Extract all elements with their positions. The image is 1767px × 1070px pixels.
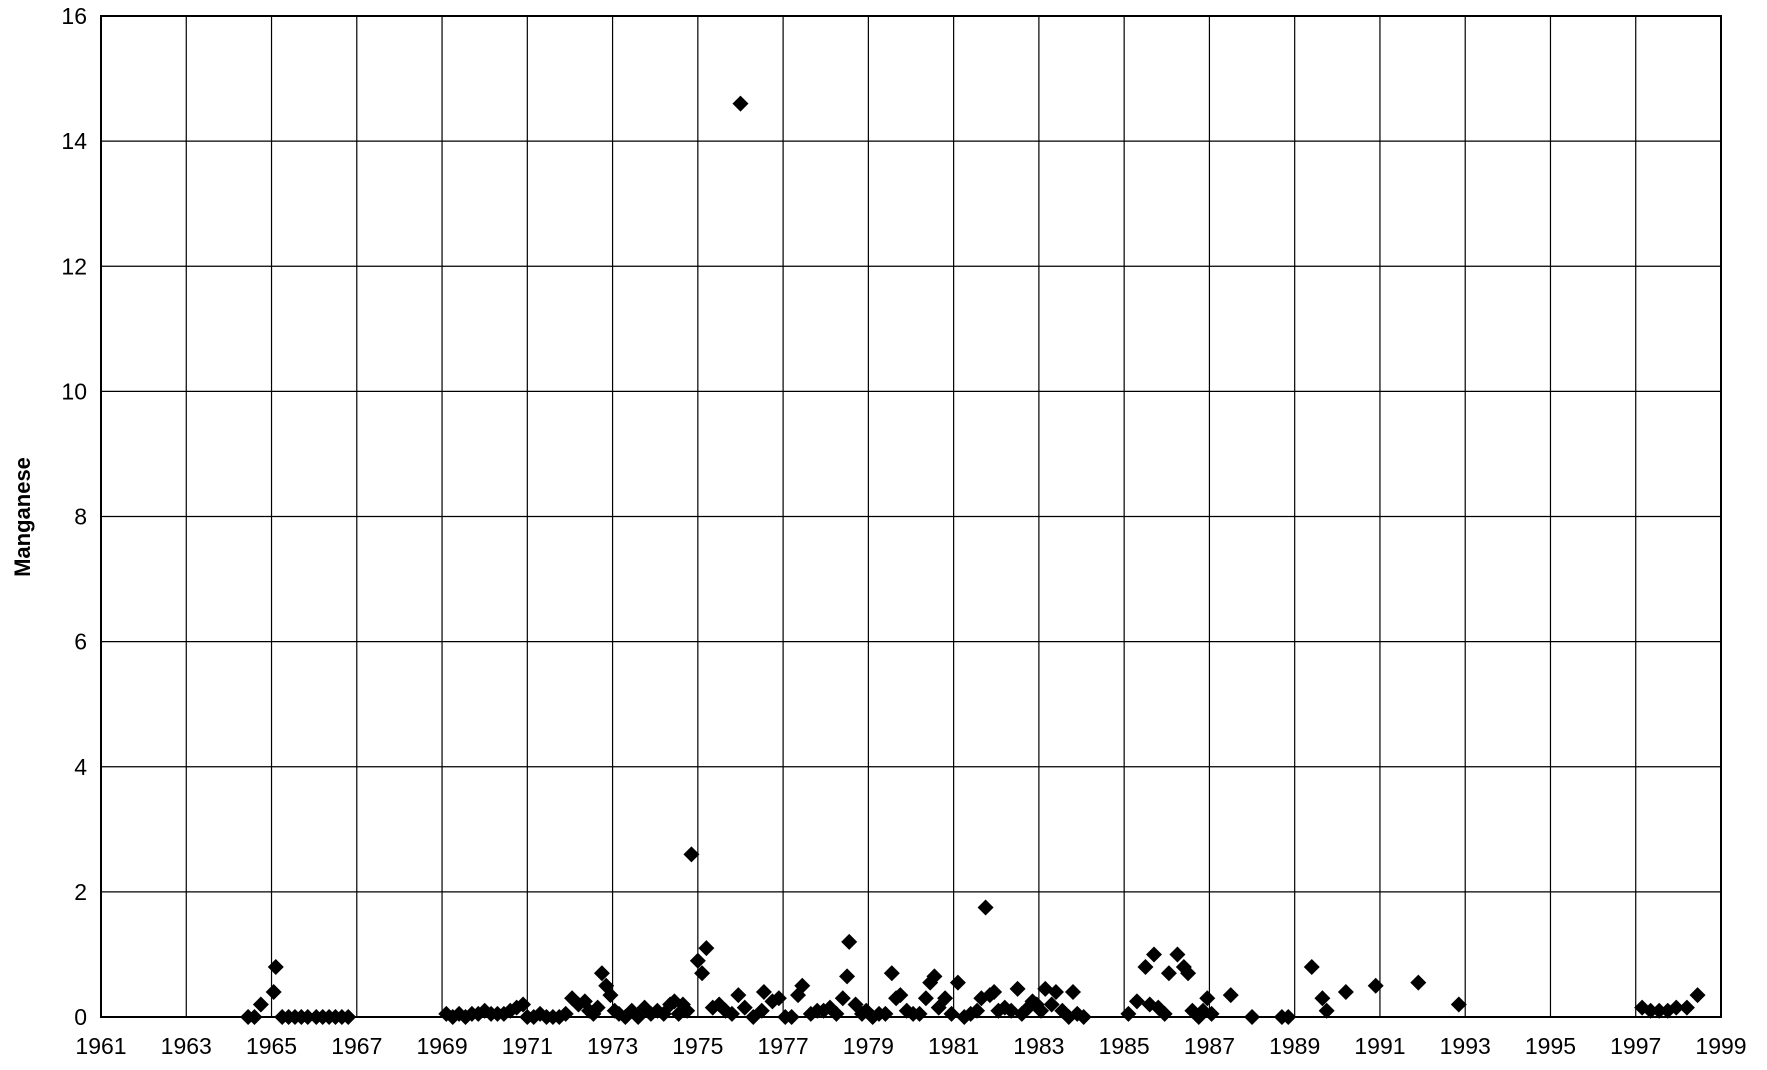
y-tick-label: 12: [61, 253, 87, 279]
x-tick-label: 1967: [331, 1033, 382, 1059]
y-tick-label: 8: [74, 504, 87, 530]
data-point: [926, 968, 943, 985]
y-tick-label: 6: [74, 629, 87, 655]
data-point: [679, 1002, 696, 1019]
data-point: [917, 990, 934, 1007]
data-point: [1337, 983, 1354, 1000]
data-point: [1450, 996, 1467, 1013]
data-point: [265, 983, 282, 1000]
x-tick-label: 1965: [246, 1033, 297, 1059]
x-tick-label: 1963: [161, 1033, 212, 1059]
data-point: [736, 999, 753, 1016]
x-tick-label: 1997: [1610, 1033, 1661, 1059]
data-point: [1410, 974, 1427, 991]
data-point: [1169, 946, 1186, 963]
x-tick-label: 1995: [1525, 1033, 1576, 1059]
x-tick-labels: 1961 1963 1965 1967 1969 1971 1973 1975 1977 1979…: [75, 1033, 1746, 1059]
data-point: [937, 990, 954, 1007]
data-point: [883, 965, 900, 982]
data-point: [502, 1002, 519, 1019]
y-tick-label: 14: [61, 128, 87, 154]
y-tick-label: 0: [74, 1004, 87, 1030]
gridlines: [100, 15, 1722, 1018]
x-tick-label: 1999: [1695, 1033, 1746, 1059]
data-point: [515, 996, 532, 1013]
data-point: [1668, 999, 1685, 1016]
y-axis-title: Manganese: [10, 457, 35, 577]
data-point: [689, 952, 706, 969]
data-point: [602, 987, 619, 1004]
x-tick-label: 1989: [1269, 1033, 1320, 1059]
data-point: [1199, 990, 1216, 1007]
x-tick-label: 1983: [1013, 1033, 1064, 1059]
x-tick-label: 1993: [1440, 1033, 1491, 1059]
data-point: [1180, 965, 1197, 982]
data-points: [240, 95, 1706, 1025]
data-point: [834, 990, 851, 1007]
data-point: [1303, 958, 1320, 975]
data-point: [949, 974, 966, 991]
data-point: [730, 987, 747, 1004]
data-point: [593, 965, 610, 982]
data-point: [698, 940, 715, 957]
x-tick-label: 1981: [928, 1033, 979, 1059]
data-point: [1160, 965, 1177, 982]
data-point: [977, 899, 994, 916]
data-point: [1120, 1005, 1137, 1022]
x-tick-label: 1991: [1354, 1033, 1405, 1059]
data-point: [694, 965, 711, 982]
data-point: [755, 983, 772, 1000]
data-point: [1678, 999, 1695, 1016]
data-point: [683, 846, 700, 863]
data-point: [1033, 1002, 1050, 1019]
data-point: [252, 996, 269, 1013]
x-tick-label: 1985: [1099, 1033, 1150, 1059]
y-tick-label: 2: [74, 879, 87, 905]
data-point: [892, 987, 909, 1004]
data-point: [1642, 1002, 1659, 1019]
x-tick-label: 1979: [843, 1033, 894, 1059]
data-point: [267, 958, 284, 975]
data-point: [1043, 996, 1060, 1013]
y-tick-label: 16: [61, 3, 87, 29]
y-tick-label: 4: [74, 754, 87, 780]
data-point: [1065, 983, 1081, 1000]
data-point: [794, 977, 811, 994]
y-tick-label: 10: [61, 378, 87, 404]
x-tick-label: 1987: [1184, 1033, 1235, 1059]
data-point: [1137, 958, 1154, 975]
data-point: [1146, 946, 1162, 963]
data-point: [1689, 987, 1706, 1004]
data-point: [1128, 993, 1145, 1010]
data-point: [1367, 977, 1384, 994]
data-point: [1651, 1002, 1668, 1019]
data-point: [753, 1002, 770, 1019]
x-tick-label: 1969: [416, 1033, 467, 1059]
data-point: [1318, 1002, 1335, 1019]
x-tick-label: 1975: [672, 1033, 723, 1059]
data-point: [839, 968, 856, 985]
data-point: [986, 983, 1003, 1000]
x-tick-label: 1971: [502, 1033, 553, 1059]
plot-frame: [100, 15, 1722, 1018]
y-tick-labels: 0 2 4 6 8 10 12 14 16: [61, 3, 87, 1030]
x-tick-label: 1961: [75, 1033, 126, 1059]
data-point: [841, 933, 858, 950]
data-point: [1222, 987, 1239, 1004]
x-tick-label: 1973: [587, 1033, 638, 1059]
data-point: [732, 95, 749, 112]
data-point: [1009, 980, 1026, 997]
data-point: [770, 990, 787, 1007]
data-point: [969, 1002, 986, 1019]
data-point: [1047, 983, 1064, 1000]
x-tick-label: 1977: [758, 1033, 809, 1059]
data-point: [589, 999, 606, 1016]
data-point: [1314, 990, 1331, 1007]
